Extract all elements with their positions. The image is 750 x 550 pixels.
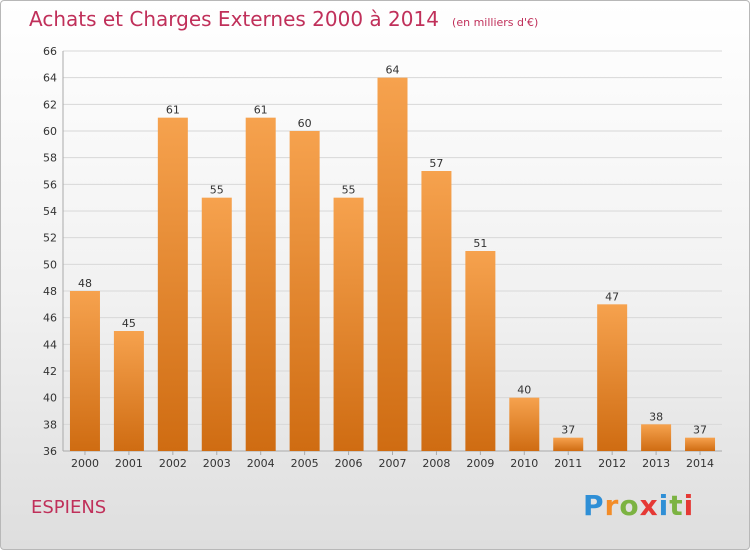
x-tick-label: 2000 xyxy=(71,457,99,470)
bar-2008 xyxy=(421,171,452,451)
chart-subtitle: (en milliers d'€) xyxy=(452,16,539,29)
y-tick-label: 52 xyxy=(43,232,57,245)
y-tick-label: 62 xyxy=(43,98,57,111)
bar-2006 xyxy=(333,197,364,451)
data-label-2005: 60 xyxy=(298,117,312,130)
logo-letter: r xyxy=(604,489,620,522)
x-tick-label: 2010 xyxy=(510,457,538,470)
logo-letter: x xyxy=(639,489,659,522)
bar-2002 xyxy=(157,117,188,452)
x-tick-label: 2006 xyxy=(335,457,363,470)
chart-title: Achats et Charges Externes 2000 à 2014 xyxy=(29,7,439,31)
data-label-2001: 45 xyxy=(122,317,136,330)
bar-2005 xyxy=(289,131,320,451)
y-tick-label: 56 xyxy=(43,178,57,191)
data-label-2014: 37 xyxy=(693,424,707,437)
x-tick-labels: 2000 2001 2002 2003 2004 2005 2006 2007 2008 2009… xyxy=(71,457,714,470)
data-labels: 48 45 61 55 61 60 55 64 57 51 40 37 47 38 37 xyxy=(78,64,707,437)
data-label-2012: 47 xyxy=(605,290,619,303)
y-tick-label: 40 xyxy=(43,392,57,405)
data-label-2000: 48 xyxy=(78,277,92,290)
y-tick-label: 46 xyxy=(43,312,57,325)
x-tick-label: 2009 xyxy=(466,457,494,470)
bar-2001 xyxy=(113,331,144,451)
x-tick-label: 2004 xyxy=(247,457,275,470)
logo-letter: t xyxy=(669,489,684,522)
proxiti-logo: Proxiti xyxy=(583,489,694,522)
bar-2009 xyxy=(465,251,496,451)
bar-2007 xyxy=(377,77,408,452)
data-label-2006: 55 xyxy=(342,184,356,197)
bar-2004 xyxy=(245,117,276,452)
x-tick-label: 2007 xyxy=(379,457,407,470)
title-block: Achats et Charges Externes 2000 à 2014 (… xyxy=(29,7,538,31)
y-tick-label: 50 xyxy=(43,258,57,271)
place-name: ESPIENS xyxy=(31,497,107,518)
y-tick-label: 58 xyxy=(43,152,57,165)
y-tick-label: 36 xyxy=(43,445,57,458)
y-tick-label: 54 xyxy=(43,205,57,218)
x-tick-label: 2001 xyxy=(115,457,143,470)
logo-letter: i xyxy=(658,489,670,522)
logo-letter: P xyxy=(583,489,605,522)
x-tick-label: 2002 xyxy=(159,457,187,470)
logo-letter: i xyxy=(683,489,695,522)
bar-2012 xyxy=(597,304,628,451)
y-tick-label: 64 xyxy=(43,72,57,85)
bars xyxy=(69,77,716,452)
data-label-2002: 61 xyxy=(166,104,180,117)
x-tick-label: 2011 xyxy=(554,457,582,470)
data-label-2013: 38 xyxy=(649,410,663,423)
data-label-2010: 40 xyxy=(517,384,531,397)
data-label-2004: 61 xyxy=(254,104,268,117)
y-tick-label: 66 xyxy=(43,45,57,58)
x-tick-label: 2013 xyxy=(642,457,670,470)
bar-2014 xyxy=(685,437,716,451)
bar-2000 xyxy=(69,291,100,451)
x-tick-label: 2003 xyxy=(203,457,231,470)
y-tick-label: 42 xyxy=(43,365,57,378)
x-tick-label: 2014 xyxy=(686,457,714,470)
data-label-2007: 64 xyxy=(386,64,400,77)
bar-2013 xyxy=(641,424,672,451)
x-tick-label: 2012 xyxy=(598,457,626,470)
data-label-2003: 55 xyxy=(210,184,224,197)
y-tick-label: 44 xyxy=(43,338,57,351)
y-tick-labels: 36 38 40 42 44 46 48 50 52 54 56 58 60 62 64 66 xyxy=(43,45,57,458)
bar-2003 xyxy=(201,197,232,451)
logo-letter: o xyxy=(619,489,640,522)
y-tick-label: 38 xyxy=(43,418,57,431)
data-label-2008: 57 xyxy=(429,157,443,170)
x-tick-label: 2005 xyxy=(291,457,319,470)
x-tick-label: 2008 xyxy=(422,457,450,470)
data-label-2011: 37 xyxy=(561,424,575,437)
bar-2010 xyxy=(509,397,540,451)
data-label-2009: 51 xyxy=(473,237,487,250)
bar-2011 xyxy=(553,437,584,451)
y-tick-label: 48 xyxy=(43,285,57,298)
y-tick-label: 60 xyxy=(43,125,57,138)
